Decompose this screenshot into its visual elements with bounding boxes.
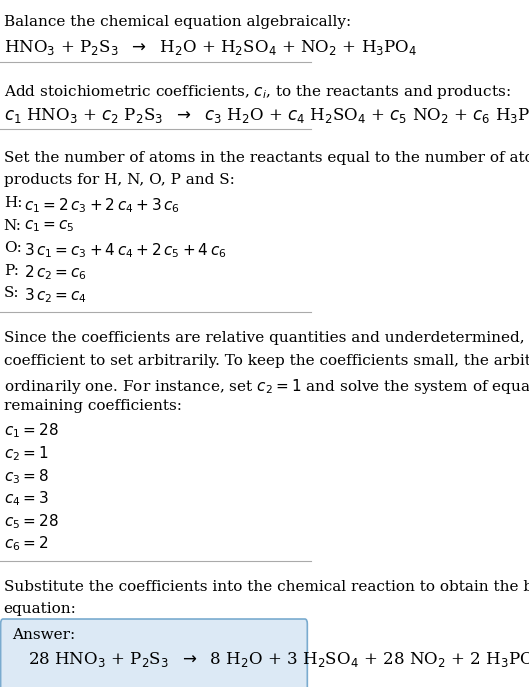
Text: $c_1 = 28$: $c_1 = 28$ (4, 422, 58, 440)
Text: Balance the chemical equation algebraically:: Balance the chemical equation algebraica… (4, 15, 351, 30)
Text: HNO$_3$ + P$_2$S$_3$  $\rightarrow$  H$_2$O + H$_2$SO$_4$ + NO$_2$ + H$_3$PO$_4$: HNO$_3$ + P$_2$S$_3$ $\rightarrow$ H$_2$… (4, 38, 417, 57)
Text: H:: H: (4, 196, 22, 210)
Text: 28 HNO$_3$ + P$_2$S$_3$  $\rightarrow$  8 H$_2$O + 3 H$_2$SO$_4$ + 28 NO$_2$ + 2: 28 HNO$_3$ + P$_2$S$_3$ $\rightarrow$ 8 … (28, 650, 529, 669)
Text: equation:: equation: (4, 602, 77, 616)
Text: remaining coefficients:: remaining coefficients: (4, 399, 182, 413)
Text: $c_1$ HNO$_3$ + $c_2$ P$_2$S$_3$  $\rightarrow$  $c_3$ H$_2$O + $c_4$ H$_2$SO$_4: $c_1$ HNO$_3$ + $c_2$ P$_2$S$_3$ $\right… (4, 106, 529, 124)
Text: Add stoichiometric coefficients, $c_i$, to the reactants and products:: Add stoichiometric coefficients, $c_i$, … (4, 83, 510, 101)
Text: $c_2 = 1$: $c_2 = 1$ (4, 444, 48, 463)
Text: $c_1 = c_5$: $c_1 = c_5$ (24, 218, 75, 234)
Text: $2\,c_2 = c_6$: $2\,c_2 = c_6$ (24, 264, 87, 282)
Text: $c_3 = 8$: $c_3 = 8$ (4, 467, 49, 486)
Text: $c_4 = 3$: $c_4 = 3$ (4, 490, 49, 508)
Text: $c_5 = 28$: $c_5 = 28$ (4, 512, 58, 531)
Text: Set the number of atoms in the reactants equal to the number of atoms in the: Set the number of atoms in the reactants… (4, 150, 529, 165)
Text: P:: P: (4, 264, 19, 278)
Text: coefficient to set arbitrarily. To keep the coefficients small, the arbitrary va: coefficient to set arbitrarily. To keep … (4, 354, 529, 368)
Text: $c_6 = 2$: $c_6 = 2$ (4, 534, 48, 554)
Text: $3\,c_1 = c_3 + 4\,c_4 + 2\,c_5 + 4\,c_6$: $3\,c_1 = c_3 + 4\,c_4 + 2\,c_5 + 4\,c_6… (24, 241, 226, 260)
Text: Since the coefficients are relative quantities and underdetermined, choose a: Since the coefficients are relative quan… (4, 331, 529, 346)
Text: $3\,c_2 = c_4$: $3\,c_2 = c_4$ (24, 286, 87, 305)
Text: ordinarily one. For instance, set $c_2 = 1$ and solve the system of equations fo: ordinarily one. For instance, set $c_2 =… (4, 376, 529, 396)
Text: O:: O: (4, 241, 22, 255)
Text: N:: N: (4, 218, 22, 232)
Text: Substitute the coefficients into the chemical reaction to obtain the balanced: Substitute the coefficients into the che… (4, 580, 529, 594)
Text: $c_1 = 2\,c_3 + 2\,c_4 + 3\,c_6$: $c_1 = 2\,c_3 + 2\,c_4 + 3\,c_6$ (24, 196, 180, 214)
FancyBboxPatch shape (1, 619, 307, 687)
Text: S:: S: (4, 286, 20, 300)
Text: Answer:: Answer: (13, 627, 76, 642)
Text: products for H, N, O, P and S:: products for H, N, O, P and S: (4, 173, 234, 188)
